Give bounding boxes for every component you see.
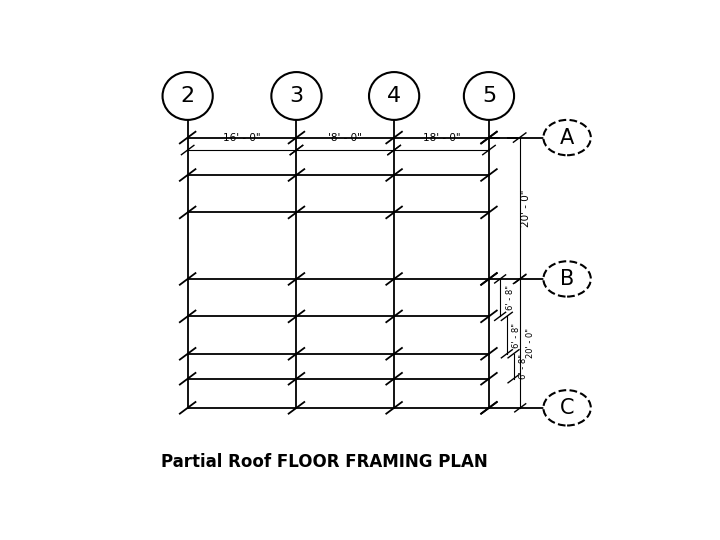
Text: 20' - 0": 20' - 0" xyxy=(526,328,535,359)
Text: C: C xyxy=(560,398,575,418)
Text: B: B xyxy=(560,269,575,289)
Text: 6' - 8": 6' - 8" xyxy=(513,322,521,348)
Text: '8' - 0": '8' - 0" xyxy=(328,132,362,143)
Ellipse shape xyxy=(163,72,213,120)
Ellipse shape xyxy=(544,261,591,296)
Text: Partial Roof FLOOR FRAMING PLAN: Partial Roof FLOOR FRAMING PLAN xyxy=(161,453,487,471)
Text: 2: 2 xyxy=(181,86,194,106)
Text: 20' - 0": 20' - 0" xyxy=(521,190,531,227)
Ellipse shape xyxy=(544,120,591,155)
Text: 16' - 0": 16' - 0" xyxy=(223,132,261,143)
Ellipse shape xyxy=(544,390,591,426)
Ellipse shape xyxy=(271,72,322,120)
Text: 5: 5 xyxy=(482,86,496,106)
Ellipse shape xyxy=(369,72,419,120)
Text: 3: 3 xyxy=(289,86,304,106)
Text: 6' - 8": 6' - 8" xyxy=(505,285,515,310)
Text: A: A xyxy=(560,127,575,147)
Text: 4: 4 xyxy=(387,86,401,106)
Ellipse shape xyxy=(464,72,514,120)
Text: 6' - 8": 6' - 8" xyxy=(519,354,528,379)
Text: 18' - 0": 18' - 0" xyxy=(423,132,460,143)
